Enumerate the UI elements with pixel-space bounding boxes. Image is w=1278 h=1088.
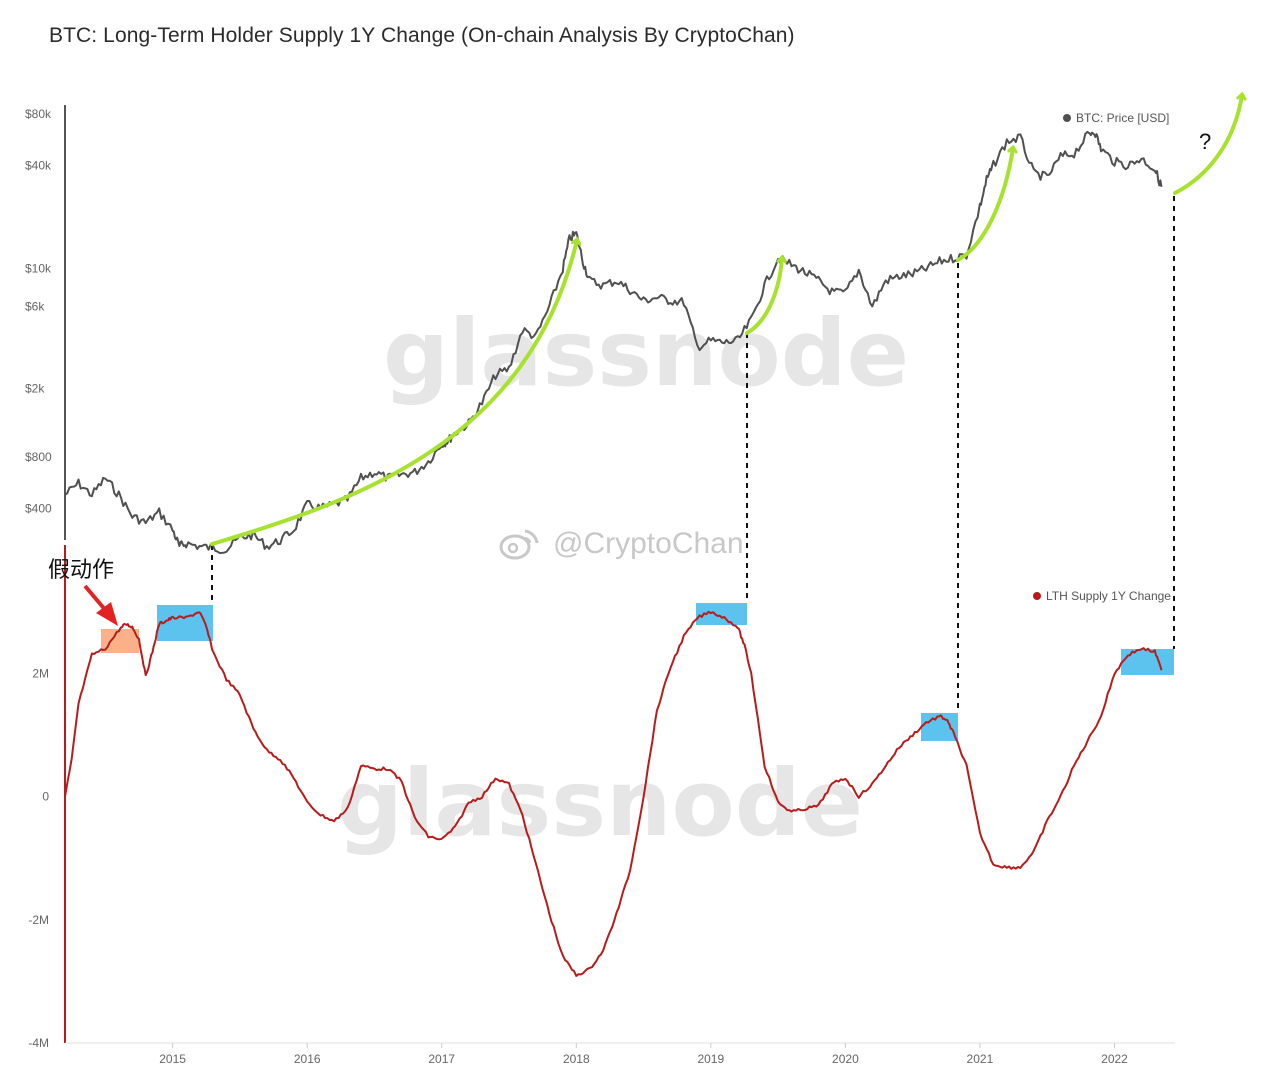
x-tick-label: 2019: [697, 1052, 724, 1066]
highlight-orange-fake-top: [101, 629, 139, 653]
question-mark-label: ?: [1199, 129, 1211, 154]
x-tick-label: 2022: [1101, 1052, 1128, 1066]
x-tick-label: 2016: [294, 1052, 321, 1066]
x-tick-label: 2018: [563, 1052, 590, 1066]
x-tick-label: 2017: [428, 1052, 455, 1066]
trend-arrow-2022-future: [1173, 95, 1242, 195]
lth-y-tick-label: -4M: [28, 1036, 49, 1050]
price-y-tick-label: $2k: [25, 382, 45, 396]
trend-arrow-2015-2017: [210, 240, 577, 546]
price-y-tick-label: $80k: [25, 107, 52, 121]
price-y-tick-label: $400: [25, 501, 52, 515]
price-legend: BTC: Price [USD]: [1063, 111, 1169, 125]
trend-arrow-2020-2021: [956, 148, 1013, 262]
weibo-icon: [499, 529, 539, 560]
fake-move-arrow-head: [96, 602, 118, 626]
price-legend-text: BTC: Price [USD]: [1076, 111, 1169, 125]
fake-move-label: 假动作: [48, 557, 114, 582]
x-tick-label: 2021: [967, 1052, 994, 1066]
x-tick-label: 2020: [832, 1052, 859, 1066]
highlight-blue-2015: [157, 605, 213, 641]
highlight-blue-2020: [921, 713, 958, 741]
x-tick-label: 2015: [159, 1052, 186, 1066]
fake-move-arrow: [83, 584, 118, 626]
lth-legend-text: LTH Supply 1Y Change: [1046, 589, 1171, 603]
price-y-tick-label: $6k: [25, 300, 45, 314]
price-legend-dot: [1063, 114, 1071, 122]
brand-watermark-top: glassnode: [383, 300, 909, 407]
lth-y-tick-label: 0: [42, 790, 49, 804]
price-y-tick-label: $40k: [25, 158, 52, 172]
dashed-connectors: [211, 196, 1175, 713]
trend-arrow-2019: [745, 258, 782, 335]
price-y-ticks: $80k $40k $10k $6k $2k $800 $400: [25, 107, 52, 516]
lth-legend-dot: [1033, 592, 1041, 600]
highlight-boxes: [101, 603, 1174, 741]
x-ticks: 2015 2016 2017 2018 2019 2020 2021 2022: [159, 1043, 1128, 1066]
price-y-tick-label: $800: [25, 450, 52, 464]
lth-y-tick-label: 2M: [32, 666, 49, 680]
brand-watermark-bottom: glassnode: [337, 750, 863, 857]
chart-title: BTC: Long-Term Holder Supply 1Y Change (…: [49, 24, 795, 47]
watermark-layer: glassnode glassnode @CryptoChan: [337, 300, 909, 857]
social-handle-watermark: @CryptoChan: [553, 527, 744, 560]
lth-supply-series: [64, 610, 1163, 977]
highlight-blue-2022: [1121, 649, 1174, 675]
highlight-blue-2019: [696, 603, 747, 625]
lth-y-ticks: 2M 0 -2M -4M: [28, 666, 49, 1050]
trend-arrows: [210, 95, 1242, 546]
price-y-tick-label: $10k: [25, 262, 52, 276]
lth-y-tick-label: -2M: [28, 913, 49, 927]
lth-legend: LTH Supply 1Y Change: [1033, 589, 1171, 603]
